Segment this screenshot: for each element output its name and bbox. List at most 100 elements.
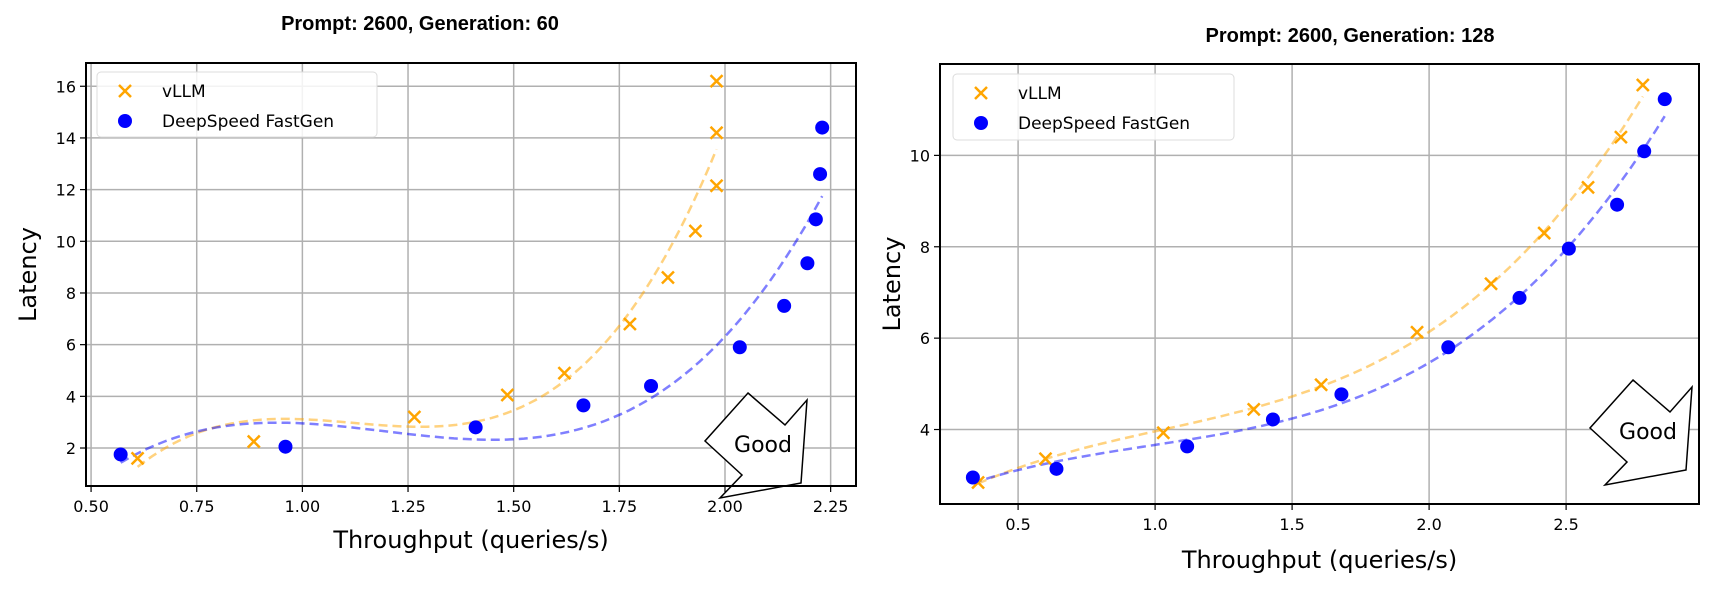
data-point-vllm xyxy=(1314,377,1329,392)
data-point-vllm xyxy=(407,410,422,424)
y-tick-label: 6 xyxy=(920,329,930,348)
x-marker xyxy=(1614,130,1628,144)
x-marker xyxy=(246,434,261,449)
data-point-vllm xyxy=(1484,276,1498,291)
legend-label: DeepSpeed FastGen xyxy=(1018,114,1190,134)
data-point-vllm xyxy=(1581,180,1595,195)
data-point-vllm xyxy=(500,388,515,402)
x-tick-label: 2.5 xyxy=(1553,515,1578,534)
data-point-deepspeed xyxy=(644,378,659,393)
x-tick-label: 1.75 xyxy=(602,497,638,516)
x-marker xyxy=(500,388,515,402)
x-tick-label: 1.00 xyxy=(285,497,321,516)
fit-line-deepspeed xyxy=(972,115,1666,485)
data-point-vllm xyxy=(688,224,703,238)
y-tick-label: 10 xyxy=(56,232,76,251)
data-point-deepspeed xyxy=(468,420,483,435)
x-axis-label: Throughput (queries/s) xyxy=(1181,546,1457,574)
legend-box xyxy=(96,71,378,138)
data-point-vllm xyxy=(1410,325,1424,340)
data-point-deepspeed xyxy=(815,120,830,135)
data-point-vllm xyxy=(1537,226,1552,240)
data-point-deepspeed xyxy=(1180,439,1195,454)
y-tick-label: 12 xyxy=(56,181,76,200)
chart-1: 0.50 0.75 1.00 1.25 1.50 1.75 2.00 2.25 2 4 6 8 10 12… xyxy=(14,13,857,554)
axes-frame xyxy=(85,62,857,487)
x-marker xyxy=(1156,425,1171,440)
data-point-vllm xyxy=(1156,425,1171,440)
x-tick-label: 2.00 xyxy=(707,497,743,516)
data-point-vllm xyxy=(130,451,145,466)
x-marker xyxy=(661,270,675,285)
data-point-vllm xyxy=(661,270,675,285)
legend-x-marker-icon xyxy=(974,86,988,100)
legend-box xyxy=(952,73,1235,141)
x-marker xyxy=(709,178,724,193)
legend: vLLM DeepSpeed FastGen xyxy=(96,71,378,138)
data-point-deepspeed xyxy=(777,298,792,313)
y-tick-label: 14 xyxy=(56,129,76,148)
y-axis-label: Latency xyxy=(878,237,906,332)
x-tick-label: 0.5 xyxy=(1005,515,1030,534)
data-point-vllm xyxy=(557,366,572,380)
good-arrow-icon xyxy=(1588,378,1693,487)
chart-title: Prompt: 2600, Generation: 60 xyxy=(281,13,559,35)
data-point-vllm xyxy=(709,178,724,193)
x-tick-label: 1.25 xyxy=(390,497,426,516)
x-tick-label: 2.25 xyxy=(813,497,849,516)
good-annotation: Good xyxy=(1619,420,1677,445)
x-marker xyxy=(557,366,572,380)
data-point-deepspeed xyxy=(808,212,823,227)
good-arrow-icon xyxy=(703,391,808,500)
x-axis-label: Throughput (queries/s) xyxy=(332,526,608,554)
y-tick-label: 16 xyxy=(56,77,76,96)
data-point-deepspeed xyxy=(1637,144,1652,159)
y-tick-label: 4 xyxy=(66,387,76,406)
x-marker xyxy=(688,224,703,238)
chart-2: 0.5 1.0 1.5 2.0 2.5 4 6 8 10 Good vLLM DeepSpeed Fa… xyxy=(878,25,1700,574)
axes-frame xyxy=(939,63,1700,505)
x-marker xyxy=(709,125,724,140)
legend: vLLM DeepSpeed FastGen xyxy=(952,73,1235,141)
x-marker xyxy=(971,475,985,490)
data-point-deepspeed xyxy=(732,340,747,355)
x-marker xyxy=(1410,325,1424,340)
data-point-deepspeed xyxy=(1610,197,1625,212)
legend-x-marker-icon xyxy=(118,84,132,98)
fit-line-vllm xyxy=(977,95,1644,485)
fit-line-vllm xyxy=(136,148,718,468)
x-tick-label: 2.0 xyxy=(1416,515,1441,534)
y-tick-label: 6 xyxy=(66,336,76,355)
data-point-deepspeed xyxy=(1512,290,1527,305)
data-point-deepspeed xyxy=(1657,92,1672,107)
data-point-vllm xyxy=(246,434,261,449)
legend-dot-marker-icon xyxy=(974,116,988,130)
data-point-deepspeed xyxy=(1049,461,1064,476)
data-point-vllm xyxy=(1635,78,1650,92)
x-marker xyxy=(407,410,422,424)
x-marker xyxy=(1635,78,1650,92)
data-point-deepspeed xyxy=(1441,340,1456,355)
data-point-deepspeed xyxy=(965,470,980,485)
data-point-deepspeed xyxy=(813,167,828,182)
x-marker xyxy=(1314,377,1329,392)
y-axis-label: Latency xyxy=(14,227,42,322)
data-point-vllm xyxy=(1614,130,1628,144)
data-point-vllm xyxy=(623,317,637,331)
good-annotation: Good xyxy=(734,433,792,458)
data-point-deepspeed xyxy=(113,447,128,462)
y-tick-label: 8 xyxy=(920,238,930,257)
x-tick-label: 1.50 xyxy=(496,497,532,516)
data-point-vllm xyxy=(709,125,724,140)
legend-label: vLLM xyxy=(1018,84,1062,104)
x-marker xyxy=(1581,180,1595,195)
x-marker xyxy=(1246,402,1261,417)
x-marker xyxy=(1484,276,1498,291)
y-tick-label: 4 xyxy=(920,421,930,440)
x-tick-label: 1.5 xyxy=(1279,515,1304,534)
y-tick-label: 10 xyxy=(910,146,930,165)
data-point-vllm xyxy=(1246,402,1261,417)
x-marker xyxy=(709,74,724,88)
data-point-vllm xyxy=(709,74,724,88)
chart-title: Prompt: 2600, Generation: 128 xyxy=(1206,25,1495,47)
